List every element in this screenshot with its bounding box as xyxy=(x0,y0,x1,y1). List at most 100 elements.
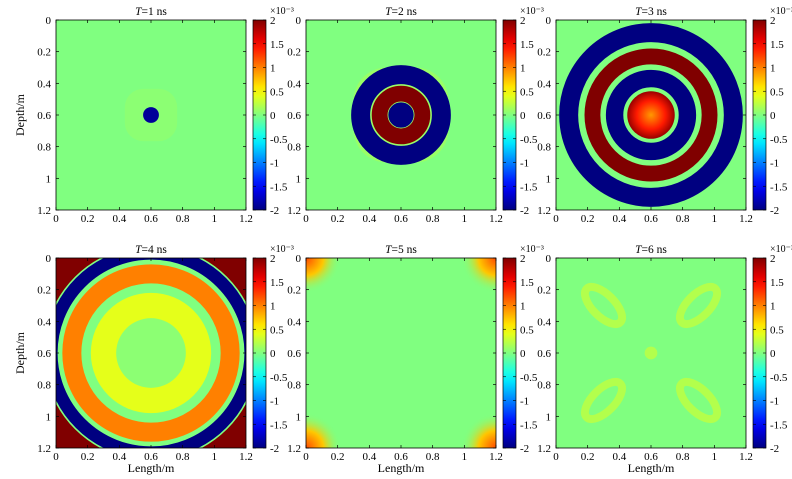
x-tick-label: 0.2 xyxy=(81,451,95,463)
y-tick-label: 0.2 xyxy=(37,47,51,59)
corner-reflection xyxy=(306,258,341,293)
y-tick-label: 0.4 xyxy=(537,316,551,328)
colorbar-tick-label: -2 xyxy=(270,205,279,217)
colorbar-tick-label: 1 xyxy=(520,63,526,75)
x-tick-label: 0 xyxy=(553,451,559,463)
x-axis-label: Length/m xyxy=(128,461,175,475)
x-tick-label: 0.2 xyxy=(331,213,345,225)
corner-reflection xyxy=(306,413,341,448)
x-tick-label: 0.8 xyxy=(676,213,690,225)
colorbar-exponent: ×10⁻³ xyxy=(270,244,294,255)
residual-crescent xyxy=(581,378,626,423)
colorbar-tick-label: 2 xyxy=(520,15,526,27)
colorbar-tick-label: 0 xyxy=(520,348,526,360)
x-axis-label: Length/m xyxy=(378,461,425,475)
colorbar-tick-label: 2 xyxy=(520,253,526,265)
heatmap-field xyxy=(556,258,746,448)
y-tick-label: 1 xyxy=(546,411,552,423)
colorbar-tick-label: -1 xyxy=(520,158,529,170)
y-tick-label: 0 xyxy=(546,253,552,265)
x-tick-label: 0.2 xyxy=(581,451,595,463)
y-tick-label: 1 xyxy=(296,411,302,423)
colorbar-tick-label: 0.5 xyxy=(770,324,784,336)
x-tick-label: 1.2 xyxy=(739,213,753,225)
y-axis-label: Depth/m xyxy=(13,93,27,136)
x-tick-label: 0 xyxy=(53,213,59,225)
colorbar-tick-label: 0 xyxy=(770,110,776,122)
panel-title: T=1 ns xyxy=(135,6,167,18)
panel-2: 0 0.2 0.4 0.6 0.8 1 1.200.20.40.60.811.2T=2 ns… xyxy=(287,6,544,225)
y-tick-label: 0.2 xyxy=(37,285,51,297)
panel-title: T=4 ns xyxy=(135,244,167,256)
wavefront-ring xyxy=(351,65,451,165)
x-tick-label: 0 xyxy=(303,213,309,225)
x-tick-label: 0 xyxy=(303,451,309,463)
y-tick-label: 0.8 xyxy=(37,142,51,154)
colorbar-tick-label: 0 xyxy=(520,110,526,122)
x-tick-label: 1 xyxy=(712,451,718,463)
x-tick-label: 0.6 xyxy=(394,213,408,225)
y-tick-label: 1.2 xyxy=(37,443,51,455)
colorbar-tick-label: 2 xyxy=(270,15,276,27)
y-tick-label: 1.2 xyxy=(287,205,301,217)
x-tick-label: 0.6 xyxy=(644,213,658,225)
residual-crescent xyxy=(581,283,626,328)
colorbar-tick-label: 1.5 xyxy=(270,277,284,289)
x-tick-label: 1.2 xyxy=(239,213,253,225)
x-tick-label: 0.4 xyxy=(612,213,626,225)
x-tick-label: 0.6 xyxy=(144,451,158,463)
x-tick-label: 0.6 xyxy=(394,451,408,463)
y-tick-label: 1.2 xyxy=(287,443,301,455)
y-tick-label: 0.6 xyxy=(287,348,301,360)
colorbar-tick-label: -1.5 xyxy=(270,419,288,431)
x-tick-label: 0.4 xyxy=(362,213,376,225)
y-tick-label: 0.4 xyxy=(37,316,51,328)
y-tick-label: 0 xyxy=(546,15,552,27)
y-tick-label: 0.4 xyxy=(287,316,301,328)
x-tick-label: 1 xyxy=(212,213,218,225)
colorbar-tick-label: 0.5 xyxy=(520,324,534,336)
colorbar-tick-label: -0.5 xyxy=(770,372,788,384)
colorbar-tick-label: 1.5 xyxy=(270,39,284,51)
x-tick-label: 0.4 xyxy=(362,451,376,463)
y-tick-label: 1 xyxy=(546,173,552,185)
colorbar-tick-label: 1 xyxy=(520,301,526,313)
heatmap-field xyxy=(306,258,496,448)
x-tick-label: 1.2 xyxy=(489,451,503,463)
x-tick-label: 0.6 xyxy=(144,213,158,225)
x-tick-label: 1.2 xyxy=(239,451,253,463)
y-tick-label: 0 xyxy=(46,253,52,265)
colorbar-exponent: ×10⁻³ xyxy=(520,6,544,17)
wavefront-ring xyxy=(371,85,431,145)
panel-3: 0 0.2 0.4 0.6 0.8 1 1.200.20.40.60.811.2T=3 ns… xyxy=(537,6,792,225)
colorbar-tick-label: 0.5 xyxy=(270,324,284,336)
background-field xyxy=(306,258,496,448)
wavefront-ring xyxy=(559,23,743,207)
center-field xyxy=(116,318,186,388)
x-tick-label: 0.4 xyxy=(112,451,126,463)
y-tick-label: 0.8 xyxy=(537,142,551,154)
wavefront-ring xyxy=(584,48,718,182)
x-tick-label: 0 xyxy=(53,451,59,463)
colorbar-tick-label: 1.5 xyxy=(520,39,534,51)
panel-title: T=5 ns xyxy=(385,244,417,256)
colorbar-tick-label: -2 xyxy=(520,443,529,455)
y-tick-label: 0.4 xyxy=(287,78,301,90)
colorbar-tick-label: 0 xyxy=(270,110,276,122)
colorbar-tick-label: 0 xyxy=(270,348,276,360)
colorbar-exponent: ×10⁻³ xyxy=(770,244,792,255)
x-tick-label: 0 xyxy=(553,213,559,225)
colorbar-tick-label: 2 xyxy=(770,253,776,265)
x-tick-label: 1.2 xyxy=(489,213,503,225)
y-tick-label: 0.8 xyxy=(287,142,301,154)
y-tick-label: 0.4 xyxy=(37,78,51,90)
wavefront-ring xyxy=(143,107,159,123)
colorbar-tick-label: 0.5 xyxy=(770,86,784,98)
y-tick-label: 0.6 xyxy=(287,110,301,122)
colorbar-tick-label: -1 xyxy=(770,396,779,408)
x-tick-label: 0.8 xyxy=(176,213,190,225)
corner-reflection xyxy=(461,413,496,448)
colorbar-tick-label: -0.5 xyxy=(270,134,288,146)
y-tick-label: 1 xyxy=(46,411,52,423)
y-tick-label: 1 xyxy=(46,173,52,185)
